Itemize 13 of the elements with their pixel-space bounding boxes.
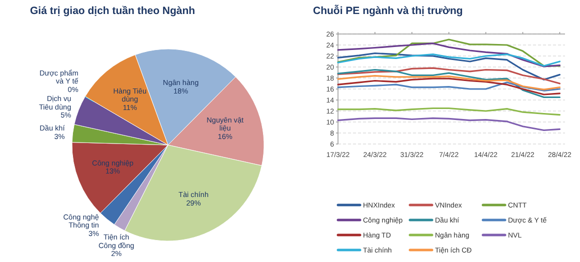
line-series [337, 67, 561, 84]
chart-title: Giá trị giao dịch tuần theo Ngành [30, 5, 196, 17]
chart-title: Chuỗi PE ngành và thị trường [313, 4, 463, 17]
line-series [337, 42, 561, 68]
line-series [337, 82, 561, 92]
line-series [337, 107, 561, 116]
line-series [337, 38, 561, 67]
line-series [337, 52, 561, 80]
line-series [337, 117, 561, 132]
line-series [337, 78, 561, 96]
line-series [337, 75, 561, 90]
line-series [337, 68, 561, 98]
line-series [337, 54, 561, 67]
